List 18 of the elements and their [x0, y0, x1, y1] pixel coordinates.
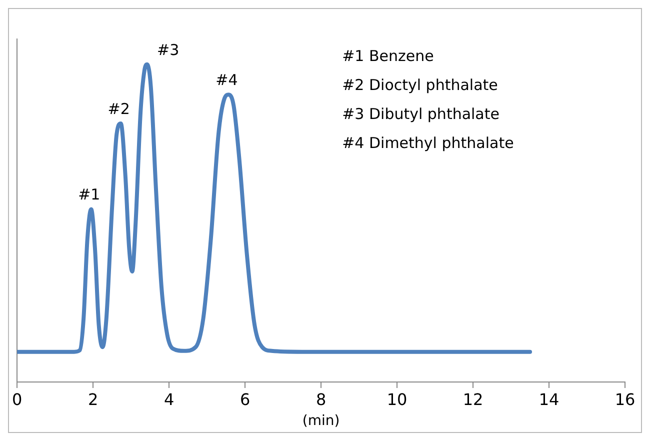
x-axis-title: (min) — [302, 413, 340, 430]
annotation: #3 Dibutyl phthalate — [342, 104, 500, 123]
x-tick-label: 6 — [240, 390, 250, 409]
x-tick-label: 4 — [164, 390, 174, 409]
annotation: #4 — [216, 70, 238, 89]
x-tick-label: 8 — [316, 390, 326, 409]
x-tick-label: 16 — [614, 390, 636, 409]
annotation: #1 — [78, 186, 100, 204]
x-tick-label: 14 — [538, 390, 560, 409]
x-tick-label: 12 — [462, 390, 484, 409]
annotation: #4 Dimethyl phthalate — [342, 134, 514, 152]
x-tick-label: 0 — [12, 390, 22, 409]
annotation: #2 — [108, 100, 130, 118]
x-tick-label: 2 — [88, 390, 98, 409]
annotation: #1 Benzene — [342, 46, 434, 65]
x-tick-label: 10 — [386, 390, 408, 409]
annotation: #2 Dioctyl phthalate — [342, 76, 498, 94]
annotation: #3 — [157, 40, 180, 59]
